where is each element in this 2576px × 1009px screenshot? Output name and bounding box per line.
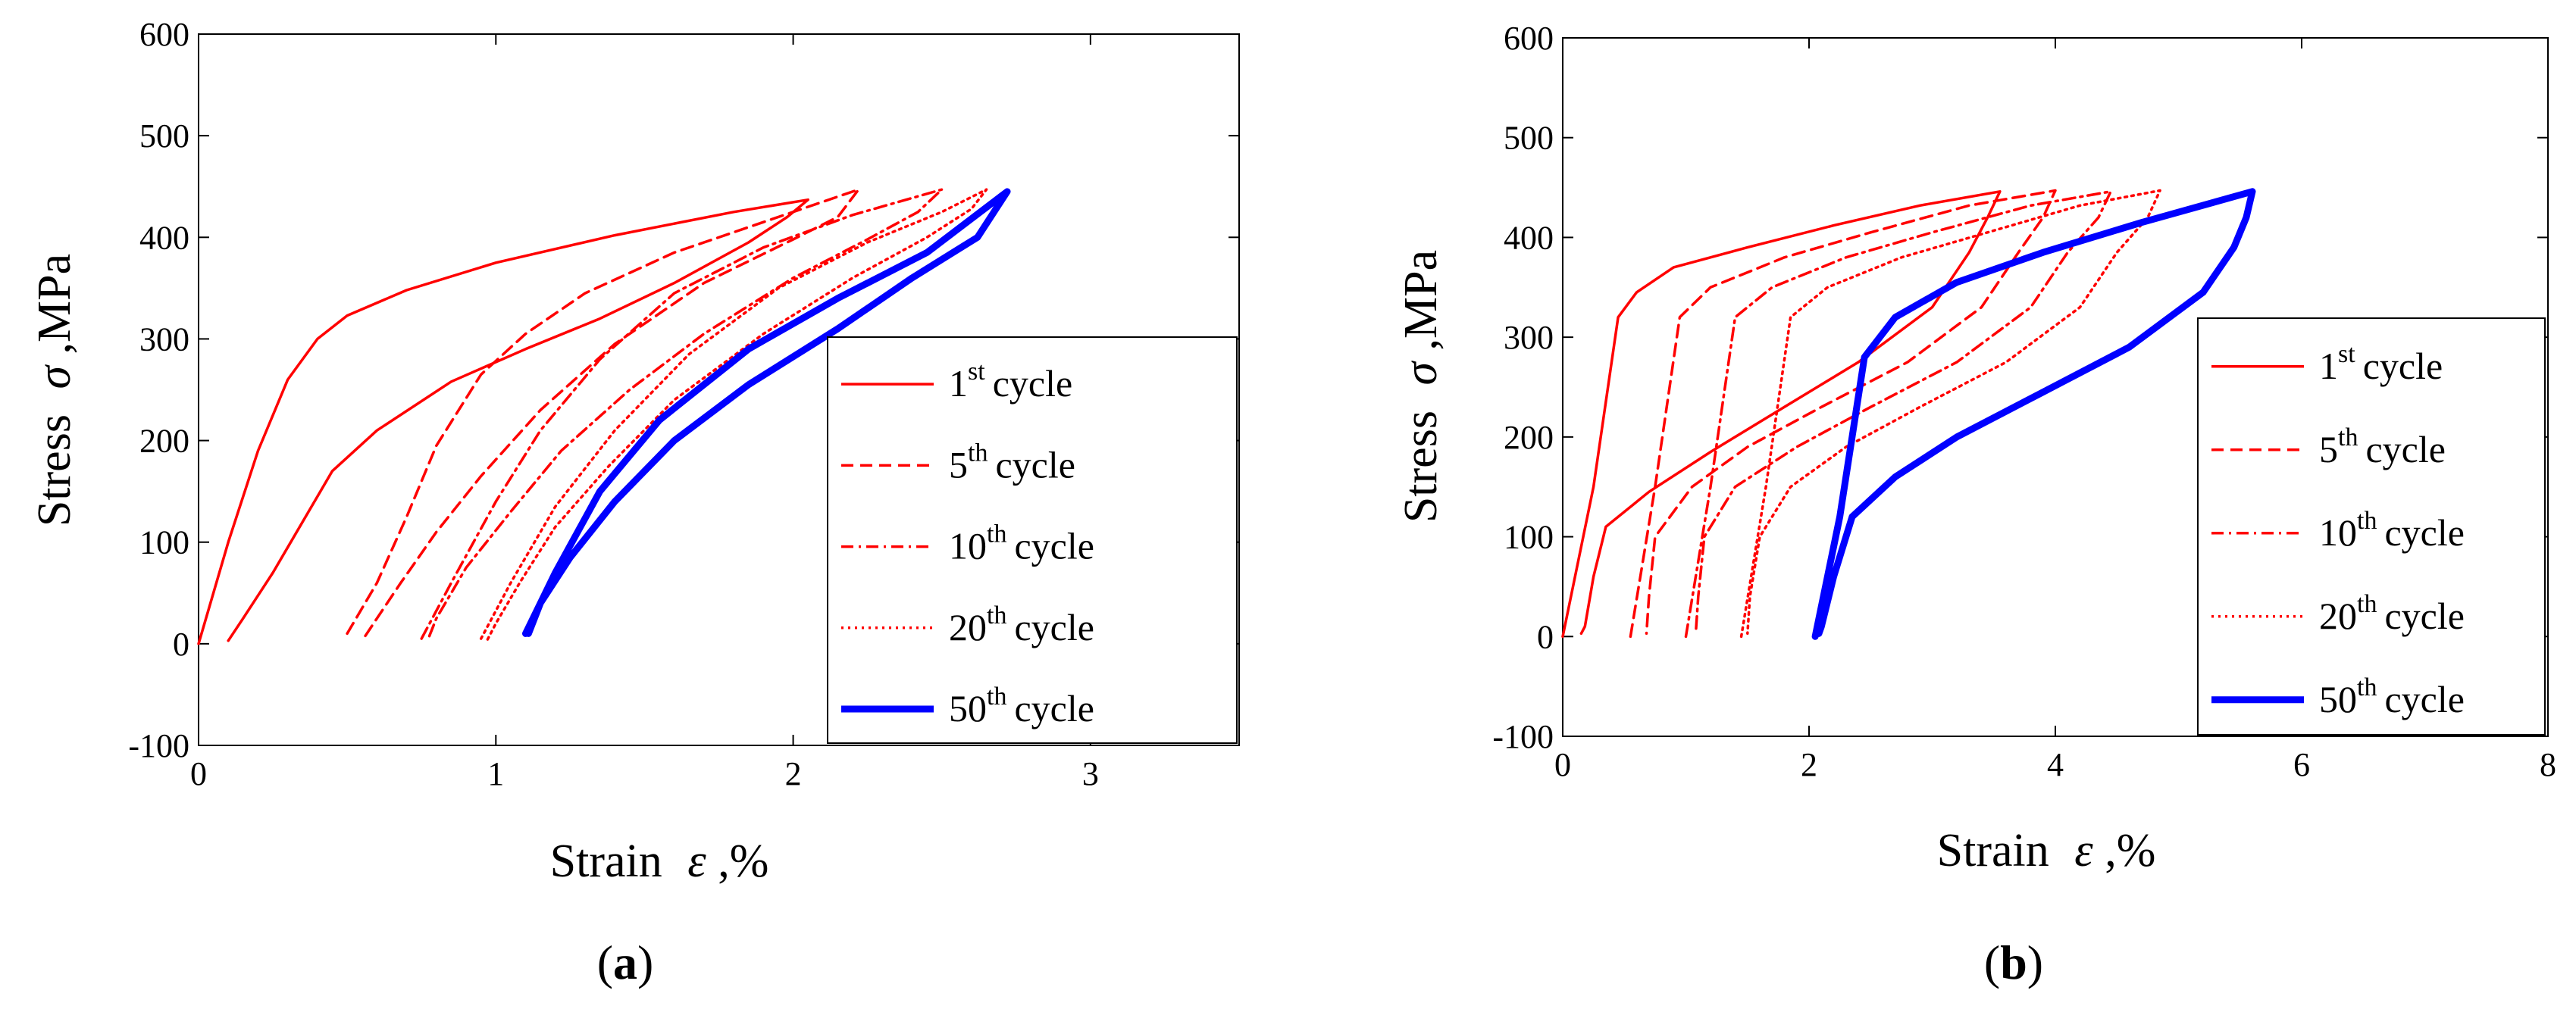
legend-label-20: 20th cycle: [949, 601, 1094, 648]
series-line-50: [1811, 188, 2256, 640]
panel-a-caption: (a): [597, 936, 654, 989]
y-tick-label: 400: [139, 219, 189, 256]
panel-a-x-ticks: 0 1 2 3: [190, 34, 1099, 792]
panel-a-series: [197, 188, 1011, 645]
y-tick-label: 100: [139, 524, 189, 561]
y-tick-label: -100: [128, 727, 189, 764]
legend-label-5: 5th cycle: [949, 439, 1075, 486]
series-line-20: [479, 188, 988, 642]
series-line-10: [420, 188, 944, 642]
y-tick-label: 0: [173, 626, 189, 663]
x-tick-label: 0: [1554, 746, 1571, 783]
panel-b-x-axis-label: Strain ε ,%: [1937, 825, 2156, 876]
panel-a-x-axis-label: Strain ε ,%: [550, 836, 769, 887]
legend-box: [2197, 317, 2546, 736]
panel-b-caption: (b): [1984, 936, 2043, 989]
legend-label-5: 5th cycle: [2319, 423, 2446, 470]
y-tick-label: 300: [1504, 319, 1554, 356]
series-line-10: [1684, 190, 2112, 639]
series-line-5: [1629, 189, 2057, 639]
legend-label-20: 20th cycle: [2319, 590, 2465, 637]
series-line-1: [197, 198, 809, 645]
y-tick-label: 600: [139, 16, 189, 53]
series-line-50: [522, 188, 1011, 637]
y-tick-label: -100: [1492, 718, 1554, 755]
legend-box: [827, 336, 1238, 744]
panel-a-y-axis-label: Stress σ ,MPa: [29, 254, 80, 526]
panel-b-series: [1561, 188, 2256, 640]
series-line-20: [1739, 189, 2161, 639]
y-tick-label: 600: [1504, 20, 1554, 57]
legend-label-10: 10th cycle: [949, 520, 1094, 567]
series-line-5: [346, 188, 860, 642]
legend-label-50: 50th cycle: [2319, 673, 2465, 720]
y-tick-label: 500: [139, 117, 189, 155]
x-tick-label: 0: [190, 755, 207, 792]
panel-b-legend: 1st cycle 5th cycle 10th cycle 20th cycle 50th cy…: [2197, 317, 2546, 736]
x-tick-label: 2: [785, 755, 802, 792]
panel-b-y-ticks: -100 0 100 200 300 400 500 600: [1492, 20, 2548, 755]
panel-a-y-ticks: -100 0 100 200 300 400 500 600: [128, 16, 1239, 764]
y-tick-label: 500: [1504, 120, 1554, 157]
x-tick-label: 8: [2540, 746, 2556, 783]
legend-label-1: 1st cycle: [2319, 340, 2443, 387]
y-tick-label: 300: [139, 320, 189, 358]
y-tick-label: 100: [1504, 519, 1554, 556]
y-tick-label: 200: [139, 423, 189, 460]
legend-label-10: 10th cycle: [2319, 507, 2465, 554]
x-tick-label: 3: [1082, 755, 1099, 792]
panel-b-y-axis-label: Stress σ ,MPa: [1395, 250, 1447, 523]
x-tick-label: 2: [1801, 746, 1817, 783]
y-tick-label: 0: [1537, 618, 1554, 655]
legend-label-50: 50th cycle: [949, 683, 1094, 729]
x-tick-label: 6: [2293, 746, 2310, 783]
y-tick-label: 400: [1504, 219, 1554, 256]
x-tick-label: 1: [487, 755, 504, 792]
panel-b-x-ticks: 0 2 4 6 8: [1554, 38, 2556, 783]
x-tick-label: 4: [2047, 746, 2064, 783]
y-tick-label: 200: [1504, 419, 1554, 456]
legend-label-1: 1st cycle: [949, 358, 1072, 405]
panel-a-legend: 1st cycle 5th cycle 10th cycle 20th cycle 50th cy…: [827, 336, 1238, 744]
